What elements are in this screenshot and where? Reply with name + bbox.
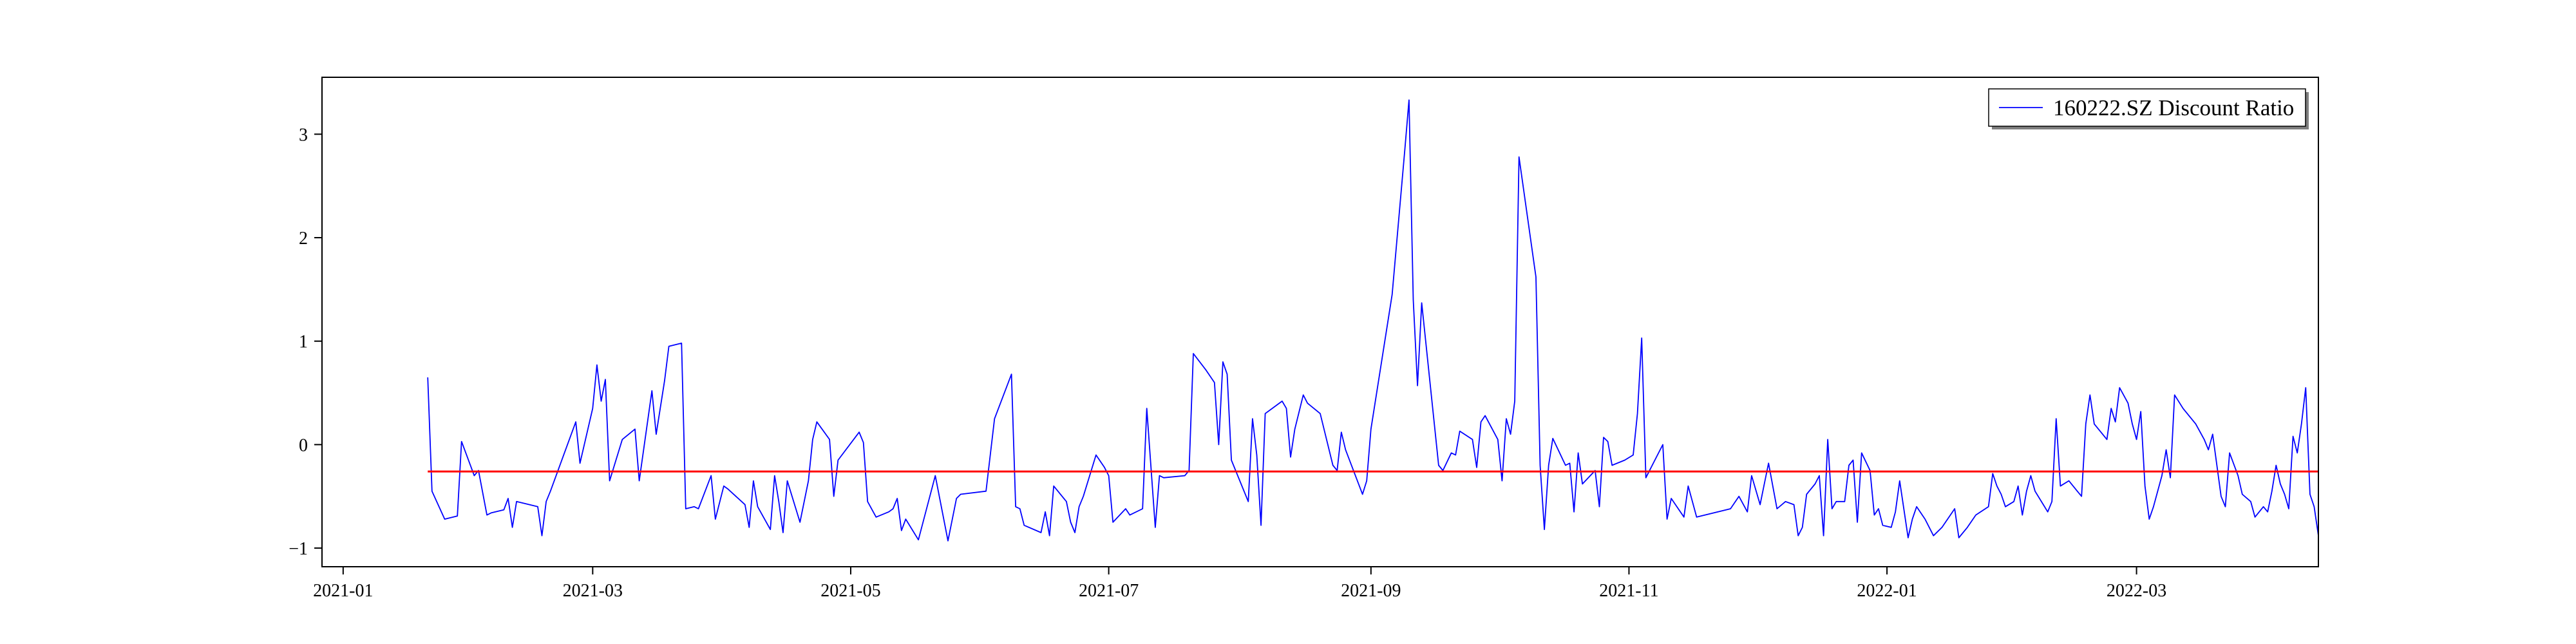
y-tick-label: 3 bbox=[299, 125, 308, 145]
y-tick-label: 2 bbox=[299, 229, 308, 249]
x-tick-label: 2021-11 bbox=[1599, 581, 1658, 601]
x-tick-label: 2021-09 bbox=[1341, 581, 1401, 601]
legend: 160222.SZ Discount Ratio bbox=[1988, 88, 2309, 129]
x-tick-label: 2021-07 bbox=[1079, 581, 1139, 601]
y-tick-label: 1 bbox=[299, 332, 308, 352]
series-line-0 bbox=[427, 99, 2319, 542]
y-axis: −1 0 1 2 3 bbox=[289, 125, 322, 559]
plot-area-frame bbox=[321, 77, 2319, 567]
x-tick-label: 2021-01 bbox=[313, 581, 373, 601]
x-axis: 2021-01 2021-03 2021-05 2021-07 2021-09 2021-… bbox=[313, 567, 2166, 601]
x-tick-label: 2022-01 bbox=[1857, 581, 1917, 601]
legend-label: 160222.SZ Discount Ratio bbox=[2053, 95, 2294, 120]
x-tick-label: 2021-05 bbox=[820, 581, 880, 601]
y-tick-label: 0 bbox=[299, 435, 308, 455]
x-tick-label: 2022-03 bbox=[2107, 581, 2166, 601]
y-tick-label: −1 bbox=[289, 539, 308, 559]
x-tick-label: 2021-03 bbox=[563, 581, 623, 601]
series-layer bbox=[427, 99, 2319, 542]
